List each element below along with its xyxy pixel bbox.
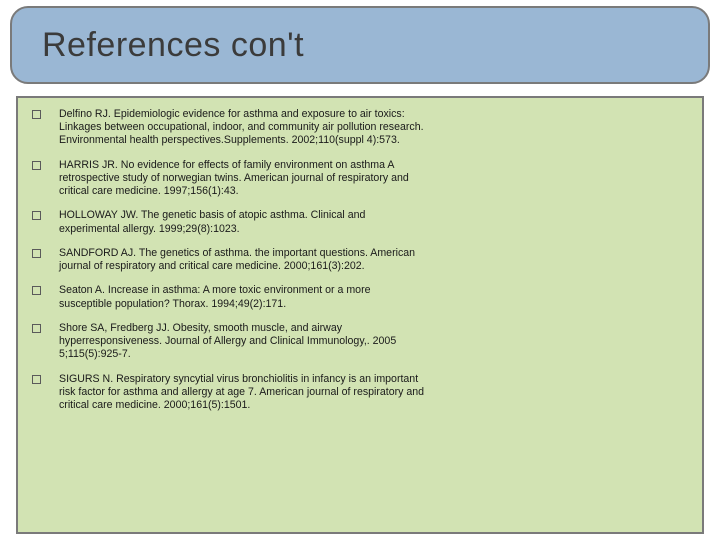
reference-text: Shore SA, Fredberg JJ. Obesity, smooth m…: [59, 322, 426, 362]
reference-text: HOLLOWAY JW. The genetic basis of atopic…: [59, 209, 426, 235]
square-bullet-icon: [32, 110, 41, 119]
title-band: References con't: [10, 6, 710, 84]
reference-text: Delfino RJ. Epidemiologic evidence for a…: [59, 108, 426, 148]
list-item: Delfino RJ. Epidemiologic evidence for a…: [32, 108, 426, 148]
square-bullet-icon: [32, 211, 41, 220]
reference-text: HARRIS JR. No evidence for effects of fa…: [59, 159, 426, 199]
square-bullet-icon: [32, 375, 41, 384]
list-item: SIGURS N. Respiratory syncytial virus br…: [32, 373, 426, 413]
list-item: HOLLOWAY JW. The genetic basis of atopic…: [32, 209, 426, 235]
content-panel: Delfino RJ. Epidemiologic evidence for a…: [16, 96, 704, 534]
reference-text: SIGURS N. Respiratory syncytial virus br…: [59, 373, 426, 413]
list-item: SANDFORD AJ. The genetics of asthma. the…: [32, 247, 426, 273]
page-title: References con't: [42, 26, 304, 65]
square-bullet-icon: [32, 286, 41, 295]
square-bullet-icon: [32, 324, 41, 333]
list-item: Shore SA, Fredberg JJ. Obesity, smooth m…: [32, 322, 426, 362]
square-bullet-icon: [32, 249, 41, 258]
list-item: HARRIS JR. No evidence for effects of fa…: [32, 159, 426, 199]
reference-text: SANDFORD AJ. The genetics of asthma. the…: [59, 247, 426, 273]
reference-list: Delfino RJ. Epidemiologic evidence for a…: [32, 108, 426, 412]
reference-text: Seaton A. Increase in asthma: A more tox…: [59, 284, 426, 310]
square-bullet-icon: [32, 161, 41, 170]
list-item: Seaton A. Increase in asthma: A more tox…: [32, 284, 426, 310]
